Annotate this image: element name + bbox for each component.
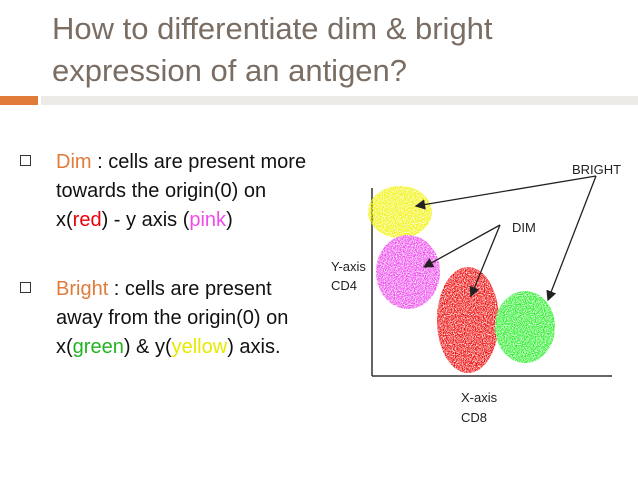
slide-title: How to differentiate dim & bright expres… bbox=[52, 11, 493, 88]
dim-term: Dim bbox=[56, 151, 92, 173]
bright-arrow-yellow bbox=[414, 175, 597, 210]
yellow-cluster bbox=[368, 186, 432, 238]
dim-text-1: : cells are present more towards the ori… bbox=[56, 151, 307, 231]
x-axis-name: X-axis bbox=[461, 390, 498, 405]
dim-text-3: ) bbox=[226, 209, 233, 231]
cell-clusters bbox=[368, 186, 555, 373]
square-bullet-icon bbox=[20, 282, 31, 293]
bright-term: Bright bbox=[56, 278, 109, 300]
bullet-list: Dim : cells are present more towards the… bbox=[20, 148, 320, 402]
bright-green-word: green bbox=[72, 336, 124, 358]
bright-text-1: : cells are present away from the origin… bbox=[56, 278, 289, 358]
title-accent-bar bbox=[0, 96, 38, 105]
dim-label: DIM bbox=[512, 220, 536, 235]
x-axis-marker: CD8 bbox=[461, 410, 487, 425]
annotation-arrows bbox=[414, 175, 597, 302]
bright-yellow-word: yellow bbox=[171, 336, 228, 358]
dim-arrow-red bbox=[469, 224, 501, 298]
y-axis-name: Y-axis bbox=[331, 259, 366, 274]
flow-cytometry-diagram: BRIGHT DIM Y-axis CD4 X-axis CD8 bbox=[331, 162, 621, 425]
dim-text-2: ) - y axis ( bbox=[101, 209, 190, 231]
dim-pink-word: pink bbox=[189, 209, 227, 231]
green-cluster bbox=[495, 291, 555, 363]
bright-text-2: ) & y( bbox=[123, 336, 172, 358]
bullet-bright: Bright : cells are present away from the… bbox=[20, 275, 320, 362]
dim-arrow-pink bbox=[422, 224, 501, 268]
bright-text-3: ) axis. bbox=[227, 336, 281, 358]
bullet-dim: Dim : cells are present more towards the… bbox=[20, 148, 320, 235]
bright-arrow-green bbox=[546, 175, 597, 302]
title-divider-bar bbox=[41, 96, 638, 105]
dim-red-word: red bbox=[72, 209, 102, 231]
bright-label: BRIGHT bbox=[572, 162, 621, 177]
y-axis-marker: CD4 bbox=[331, 278, 357, 293]
square-bullet-icon bbox=[20, 155, 31, 166]
red-cluster bbox=[437, 267, 499, 373]
pink-cluster bbox=[376, 235, 440, 309]
